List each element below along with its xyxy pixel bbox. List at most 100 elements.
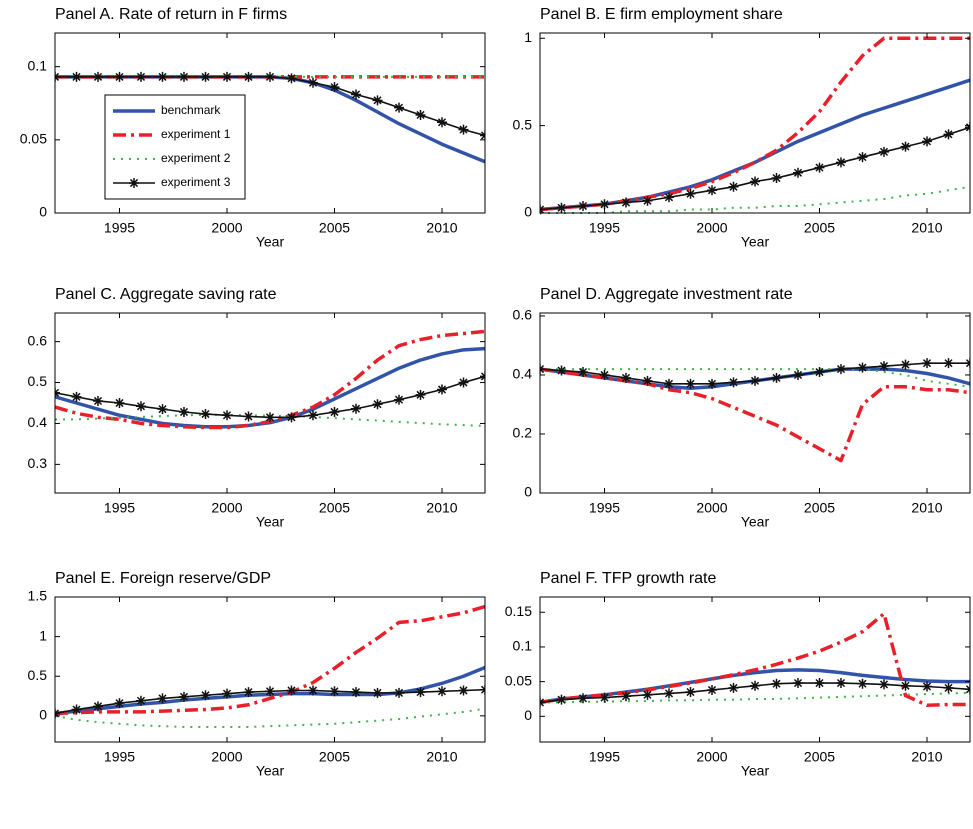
series-marker — [243, 411, 254, 422]
x-axis-label: Year — [741, 234, 770, 250]
y-tick-label: 0.5 — [513, 116, 533, 132]
series-marker — [265, 412, 275, 423]
y-tick-label: 0.5 — [28, 373, 48, 389]
legend-label: benchmark — [161, 103, 221, 117]
x-tick-label: 1995 — [104, 749, 135, 765]
series-marker — [222, 410, 232, 421]
series-marker — [664, 192, 674, 203]
series-marker — [351, 687, 361, 698]
series-marker — [943, 682, 954, 693]
series-marker — [707, 684, 717, 695]
series-marker — [900, 359, 911, 370]
series-marker — [814, 162, 825, 173]
y-tick-label: 0 — [524, 204, 532, 220]
x-tick-label: 2005 — [319, 500, 350, 516]
series-marker — [599, 199, 610, 210]
series-marker — [965, 122, 970, 133]
y-tick-label: 0.4 — [513, 366, 533, 382]
series-marker — [642, 375, 653, 386]
x-tick-label: 1995 — [104, 500, 135, 516]
series-marker — [836, 678, 846, 689]
series-marker — [556, 202, 567, 213]
x-tick-label: 1995 — [589, 500, 620, 516]
series-marker — [243, 71, 254, 82]
series-marker — [879, 146, 889, 157]
series-marker — [458, 685, 469, 696]
x-tick-label: 2010 — [911, 749, 942, 765]
y-tick-label: 0.5 — [28, 667, 48, 683]
series-marker — [157, 71, 168, 82]
plot-area — [540, 358, 970, 463]
series-marker — [329, 82, 340, 93]
x-tick-label: 2000 — [696, 220, 727, 236]
x-tick-label: 2005 — [804, 749, 835, 765]
plot-area — [540, 36, 970, 215]
series-marker — [394, 687, 404, 698]
panel-title: Panel D. Aggregate investment rate — [540, 286, 793, 303]
series-marker — [437, 117, 447, 128]
x-axis-label: Year — [256, 234, 285, 250]
panel: Panel A. Rate of return in F firms 0 0.05 0… — [20, 6, 486, 250]
series-marker — [642, 195, 653, 206]
y-tick-label: 0 — [39, 204, 47, 220]
y-tick-label: 0.15 — [505, 603, 532, 619]
x-tick-label: 1995 — [104, 220, 135, 236]
series-marker — [372, 95, 383, 106]
series-marker — [286, 412, 297, 423]
series-line — [55, 604, 485, 716]
panel-title: Panel C. Aggregate saving rate — [55, 286, 277, 303]
series-marker — [771, 678, 782, 689]
series-marker — [329, 407, 340, 417]
series-marker — [415, 687, 426, 698]
series-marker — [222, 71, 232, 82]
series-marker — [157, 404, 168, 415]
series-marker — [200, 690, 211, 701]
series-line — [540, 611, 970, 707]
x-tick-label: 2000 — [696, 749, 727, 765]
series-line — [55, 707, 485, 728]
axes-box — [539, 32, 971, 214]
series-marker — [351, 89, 361, 100]
series-marker — [793, 167, 803, 178]
series-marker — [943, 129, 954, 140]
legend-label: experiment 3 — [161, 175, 231, 189]
axes-box — [54, 312, 486, 494]
series-marker — [599, 692, 610, 703]
x-tick-label: 2010 — [426, 749, 457, 765]
series-marker — [621, 691, 631, 702]
series-marker — [71, 391, 82, 402]
legend-label: experiment 2 — [161, 151, 231, 165]
series-marker — [71, 704, 82, 715]
x-axis-label: Year — [741, 514, 770, 530]
x-tick-label: 2000 — [211, 220, 242, 236]
series-marker — [965, 358, 970, 369]
x-axis-label: Year — [741, 763, 770, 779]
series-marker — [685, 188, 696, 199]
series-marker — [308, 410, 318, 421]
x-axis-label: Year — [256, 763, 285, 779]
series-marker — [308, 77, 318, 88]
panel: Panel C. Aggregate saving rate 0.3 0.4 0.5 0… — [28, 286, 486, 530]
plot-area — [540, 611, 970, 708]
series-marker — [685, 378, 696, 389]
series-marker — [965, 684, 970, 695]
y-tick-label: 0.1 — [513, 638, 533, 654]
y-tick-label: 1 — [524, 29, 532, 45]
series-marker — [265, 686, 275, 697]
series-marker — [179, 71, 189, 82]
y-tick-label: 0.4 — [28, 414, 48, 430]
series-marker — [556, 365, 567, 376]
series-marker — [136, 401, 146, 412]
series-marker — [179, 407, 189, 417]
series-marker — [222, 688, 232, 699]
y-tick-label: 0.2 — [513, 425, 533, 441]
series-marker — [351, 403, 361, 414]
series-marker — [157, 693, 168, 704]
series-marker — [728, 181, 739, 192]
x-tick-label: 2000 — [211, 500, 242, 516]
y-tick-label: 0 — [39, 707, 47, 723]
x-tick-label: 2005 — [319, 749, 350, 765]
y-tick-label: 0.1 — [28, 57, 48, 73]
x-tick-label: 2000 — [696, 500, 727, 516]
panel: Panel B. E firm employment share 0 0.5 1 199… — [513, 6, 971, 250]
